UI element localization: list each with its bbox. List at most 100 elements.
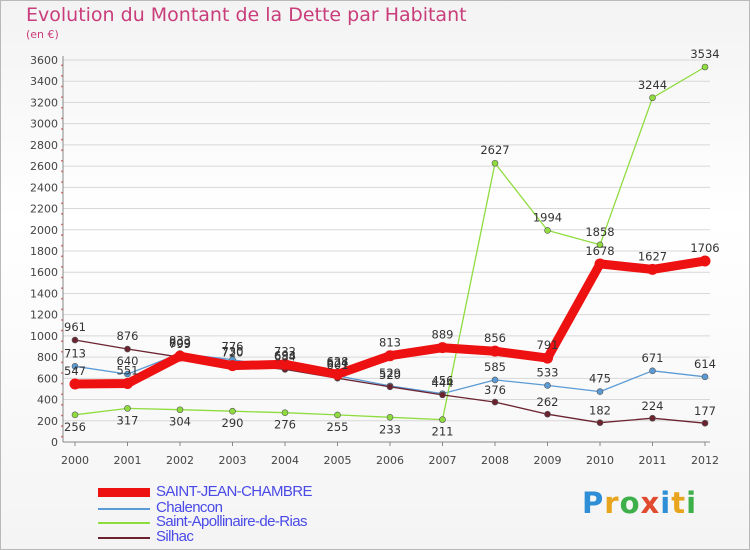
y-tick-label: 2600 <box>30 160 58 173</box>
data-label: 551 <box>117 364 139 378</box>
data-label: 1678 <box>585 244 614 258</box>
data-point <box>596 388 604 395</box>
y-minor-tick <box>61 255 63 258</box>
data-label: 224 <box>642 399 664 413</box>
proxiti-logo: Proxiti <box>582 486 697 520</box>
y-minor-tick <box>61 128 63 130</box>
y-minor-tick <box>61 202 63 205</box>
data-label: 813 <box>379 336 401 350</box>
data-point <box>489 345 501 357</box>
logo-letter: r <box>604 486 620 520</box>
data-point <box>176 406 184 414</box>
data-point <box>71 411 79 419</box>
y-tick-label: 1600 <box>30 266 58 279</box>
data-point <box>439 391 446 399</box>
y-minor-tick <box>61 191 63 194</box>
x-tick-label: 2011 <box>639 454 667 467</box>
data-label: 3534 <box>690 47 719 61</box>
legend-swatch <box>98 537 150 539</box>
data-label: 182 <box>589 404 611 418</box>
y-minor-tick <box>61 244 63 247</box>
data-label: 3244 <box>638 78 667 92</box>
data-point <box>334 411 341 419</box>
x-tick-label: 2004 <box>271 454 299 467</box>
y-minor-tick <box>61 403 63 406</box>
data-label: 2627 <box>480 143 509 157</box>
y-minor-tick <box>61 223 63 226</box>
logo-letter: i <box>660 486 672 520</box>
data-point <box>701 419 709 427</box>
data-label: 889 <box>432 328 454 342</box>
data-label: 730 <box>222 345 244 359</box>
data-point <box>69 378 81 390</box>
data-point <box>544 410 551 418</box>
chart-title: Evolution du Montant de la Dette par Hab… <box>26 4 467 26</box>
y-minor-tick <box>61 64 63 67</box>
y-minor-tick <box>61 361 63 364</box>
y-tick-label: 2200 <box>30 203 58 216</box>
y-minor-tick <box>61 276 63 279</box>
data-point <box>279 358 291 370</box>
data-label: 624 <box>327 356 349 370</box>
y-minor-tick <box>61 372 63 374</box>
data-point <box>544 382 551 389</box>
x-tick-label: 2008 <box>481 454 509 467</box>
y-tick-label: 400 <box>37 394 58 407</box>
y-minor-tick <box>61 393 63 396</box>
data-label: 876 <box>117 329 139 343</box>
data-label: 961 <box>64 320 86 334</box>
data-label: 529 <box>379 366 401 380</box>
y-minor-tick <box>61 234 63 236</box>
x-tick-label: 2006 <box>376 454 404 467</box>
y-minor-tick <box>61 425 63 427</box>
data-point <box>437 342 448 354</box>
y-tick-label: 1400 <box>30 287 58 300</box>
data-label: 1627 <box>638 249 667 263</box>
data-label: 533 <box>537 365 559 379</box>
y-minor-tick <box>61 435 63 438</box>
data-point <box>649 414 656 422</box>
x-tick-label: 2007 <box>429 454 457 467</box>
logo-letter: o <box>619 486 641 520</box>
data-label: 444 <box>432 376 454 390</box>
data-label: 601 <box>327 358 349 372</box>
y-minor-tick <box>61 319 63 321</box>
data-label: 547 <box>64 364 86 378</box>
y-minor-tick <box>61 85 63 88</box>
y-minor-tick <box>61 350 63 353</box>
data-label: 585 <box>484 360 506 374</box>
y-tick-label: 2400 <box>30 181 58 194</box>
y-minor-tick <box>61 106 63 109</box>
data-point <box>174 350 186 362</box>
data-point <box>491 398 499 406</box>
logo-letter: i <box>686 486 698 520</box>
x-tick-label: 2012 <box>691 454 719 467</box>
data-label: 262 <box>537 395 559 409</box>
data-label: 791 <box>537 338 559 352</box>
y-tick-label: 2800 <box>30 139 58 152</box>
y-tick-label: 3400 <box>30 75 58 88</box>
data-label: 520 <box>379 368 401 382</box>
logo-letter: P <box>582 486 605 520</box>
x-tick-label: 2005 <box>324 454 352 467</box>
legend-swatch <box>98 522 150 524</box>
data-label: 376 <box>484 383 506 397</box>
data-point <box>649 367 656 375</box>
data-label: 255 <box>327 420 349 434</box>
data-label: 720 <box>222 346 244 360</box>
x-tick-label: 2001 <box>114 454 142 467</box>
data-point <box>71 336 79 344</box>
data-point <box>439 416 446 423</box>
data-label: 1858 <box>585 225 614 239</box>
data-point <box>701 373 709 381</box>
legend-swatch <box>98 508 150 510</box>
y-tick-label: 3200 <box>30 96 58 109</box>
legend-swatch <box>98 488 150 497</box>
data-point <box>701 63 709 71</box>
data-label: 693 <box>274 348 296 362</box>
data-label: 1994 <box>533 210 562 224</box>
y-minor-tick <box>61 138 63 141</box>
legend-label: Silhac <box>156 528 194 545</box>
data-label: 684 <box>274 349 296 363</box>
